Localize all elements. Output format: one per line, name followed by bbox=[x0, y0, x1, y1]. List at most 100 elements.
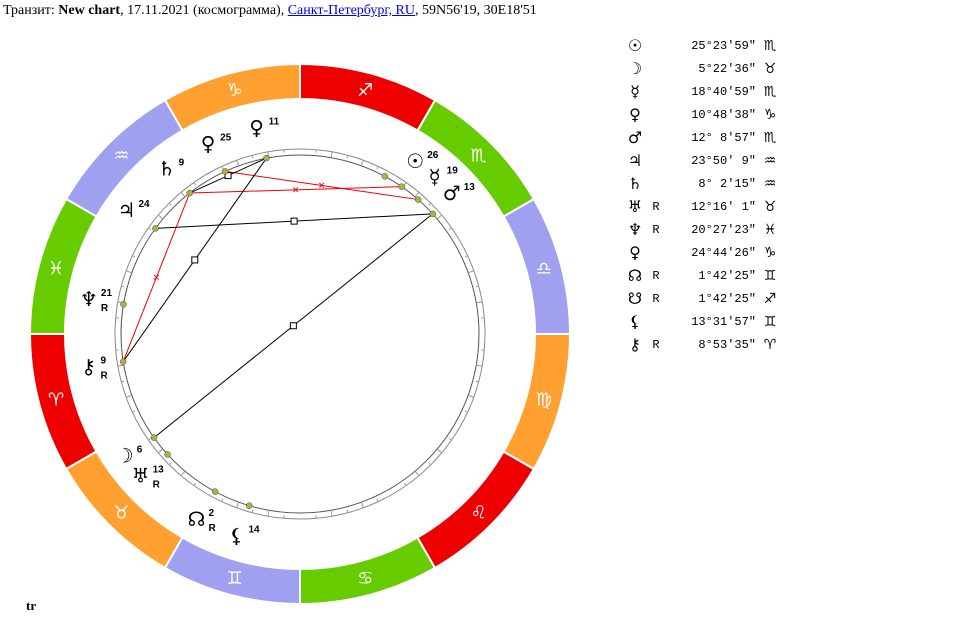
degree-tick bbox=[251, 155, 254, 159]
sun-sign-icon: ♏ bbox=[763, 37, 777, 54]
degree-tick bbox=[132, 410, 136, 413]
jupiter-sign-icon: ♒ bbox=[763, 152, 777, 169]
pluto-position-dot bbox=[221, 168, 229, 175]
planet-row-uranus: ♅ R 12°16′ 1″ ♉ bbox=[622, 195, 780, 218]
mercury-icon: ☿ bbox=[429, 164, 441, 188]
degree-tick bbox=[448, 227, 452, 231]
libra-sign-icon: ♎ bbox=[536, 259, 552, 280]
degree-tick bbox=[193, 182, 197, 186]
chart-name: New chart bbox=[58, 3, 121, 18]
degree-tick bbox=[267, 510, 270, 517]
planet-row-south-node: ☋ R 1°42′25″ ♐ bbox=[622, 287, 780, 310]
planet-row-pluto: ♀ 24°44′26″ ♑ bbox=[622, 241, 780, 264]
aquarius-sign-icon: ♒ bbox=[113, 145, 129, 166]
neptune-retro: R bbox=[652, 222, 660, 237]
planet-row-sun: ☉ 25°23′59″ ♏ bbox=[622, 34, 780, 57]
pluto-table-icon: ♀ bbox=[629, 243, 641, 262]
degree-tick bbox=[121, 380, 125, 383]
degree-tick bbox=[157, 448, 164, 454]
degree-tick bbox=[125, 394, 132, 398]
lilith-degree: 13°31′57″ bbox=[691, 314, 756, 329]
degree-tick bbox=[476, 364, 483, 367]
lilith-icon: ⚸ bbox=[229, 523, 244, 547]
jupiter-table-icon: ♃ bbox=[627, 151, 643, 170]
mars-degree-label: 13 bbox=[464, 182, 476, 193]
south-node-retro: R bbox=[652, 291, 660, 306]
neptune-degree-label: 21 bbox=[101, 288, 113, 299]
lilith-sign-icon: ♊ bbox=[763, 313, 777, 330]
gemini-sign-icon: ♊ bbox=[227, 568, 243, 589]
chiron-sign-icon: ♈ bbox=[763, 336, 777, 353]
degree-tick bbox=[360, 159, 364, 166]
mars-degree: 12° 8′57″ bbox=[691, 130, 756, 145]
planet-positions-table: ☉ 25°23′59″ ♏ ☽ 5°22′36″ ♉ ☿ 18°40′59″ ♏ ♀ 10°48′3… bbox=[622, 34, 780, 356]
south-node-sign-icon: ♐ bbox=[763, 290, 777, 307]
jupiter-degree: 23°50′ 9″ bbox=[691, 153, 756, 168]
planet-row-lilith: ⚸ 13°31′57″ ♊ bbox=[622, 310, 780, 333]
lilith-position-dot bbox=[246, 502, 253, 509]
moon-degree-label: 6 bbox=[137, 445, 143, 456]
saturn-degree: 8° 2′15″ bbox=[698, 176, 756, 191]
sun-degree-label: 26 bbox=[427, 150, 439, 161]
node-sign-icon: ♊ bbox=[763, 267, 777, 284]
sun-icon: ☉ bbox=[406, 149, 424, 173]
degree-tick bbox=[448, 437, 452, 441]
pluto-degree-label: 25 bbox=[220, 132, 232, 143]
degree-tick bbox=[180, 191, 186, 198]
uranus-sign-icon: ♉ bbox=[763, 198, 777, 215]
neptune-sign-icon: ♓ bbox=[763, 221, 777, 238]
header-prefix: Транзит: bbox=[3, 3, 59, 18]
mercury-retro bbox=[648, 80, 664, 103]
neptune-retro-label: R bbox=[101, 303, 109, 314]
degree-tick bbox=[376, 166, 379, 170]
degree-tick bbox=[236, 502, 240, 509]
pluto-sign-icon: ♑ bbox=[763, 244, 777, 261]
degree-tick bbox=[168, 202, 172, 206]
node-retro-label: R bbox=[208, 523, 216, 534]
sun-degree: 25°23′59″ bbox=[691, 38, 756, 53]
planet-row-node: ☊ R 1°42′25″ ♊ bbox=[622, 264, 780, 287]
degree-tick bbox=[125, 270, 132, 274]
venus-sign-icon: ♑ bbox=[763, 106, 777, 123]
planet-row-neptune: ♆ R 20°27′23″ ♓ bbox=[622, 218, 780, 241]
degree-tick bbox=[428, 202, 432, 206]
saturn-position-dot bbox=[186, 189, 193, 197]
pisces-sign-icon: ♓ bbox=[48, 259, 64, 280]
chiron-degree-label: 9 bbox=[101, 355, 107, 366]
moon-icon: ☽ bbox=[116, 444, 134, 468]
location-link[interactable]: Санкт-Петербург, RU bbox=[287, 3, 416, 18]
moon-table-icon: ☽ bbox=[627, 59, 643, 78]
venus-degree-label: 11 bbox=[269, 117, 280, 128]
virgo-sign-icon: ♍ bbox=[536, 389, 552, 410]
degree-tick bbox=[132, 255, 136, 258]
saturn-table-icon: ♄ bbox=[627, 174, 643, 193]
venus-icon: ♀ bbox=[249, 116, 264, 140]
aries-sign-icon: ♈ bbox=[48, 389, 64, 410]
aspect-lines: ✕ ✕ ✕ bbox=[122, 157, 434, 439]
degree-tick bbox=[236, 159, 240, 166]
degree-tick bbox=[436, 448, 443, 454]
degree-tick bbox=[476, 301, 483, 304]
moon-sign-icon: ♉ bbox=[763, 60, 777, 77]
mars-sign-icon: ♏ bbox=[763, 129, 777, 146]
mercury-degree: 18°40′59″ bbox=[691, 84, 756, 99]
degree-tick bbox=[403, 482, 407, 486]
planet-row-jupiter: ♃ 23°50′ 9″ ♒ bbox=[622, 149, 780, 172]
chiron-retro-label: R bbox=[101, 370, 109, 381]
planet-row-venus: ♀ 10°48′38″ ♑ bbox=[622, 103, 780, 126]
neptune-position-dot bbox=[120, 301, 127, 308]
degree-tick bbox=[464, 410, 468, 413]
south-node-degree: 1°42′25″ bbox=[698, 291, 756, 306]
inner-degree-circle bbox=[120, 154, 480, 514]
jupiter-retro bbox=[648, 149, 664, 172]
cancer-sign-icon: ♋ bbox=[357, 568, 373, 589]
degree-tick bbox=[193, 482, 197, 486]
lilith-table-icon: ⚸ bbox=[629, 312, 641, 331]
venus-table-icon: ♀ bbox=[629, 105, 641, 124]
degree-tick bbox=[436, 214, 443, 220]
degree-tick bbox=[251, 509, 254, 513]
sun-table-icon: ☉ bbox=[627, 36, 643, 55]
degree-tick bbox=[414, 470, 420, 477]
degree-tick bbox=[121, 285, 125, 288]
node-degree-label: 2 bbox=[208, 508, 214, 519]
